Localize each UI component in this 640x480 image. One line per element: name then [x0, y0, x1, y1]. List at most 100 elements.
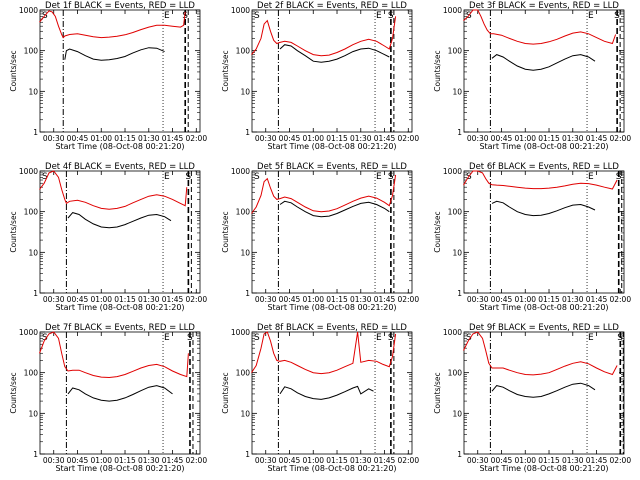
x-tick-label: 01:15 [326, 456, 348, 465]
x-tick-label: 01:45 [162, 295, 184, 304]
events-series-line [279, 385, 374, 400]
x-tick-label: 00:30 [43, 134, 65, 143]
panel-title: Det 5f BLACK = Events, RED = LLD [257, 162, 407, 172]
x-tick-label: 01:30 [350, 456, 372, 465]
x-tick-label: 00:45 [279, 295, 301, 304]
y-axis-label: Counts/sec [9, 211, 18, 252]
x-tick-label: 01:45 [374, 456, 396, 465]
x-tick-label: 00:30 [43, 456, 65, 465]
panel-3: Det 3f BLACK = Events, RED = LLD 1 10 100 10… [433, 1, 631, 151]
marker-label-1: S [254, 11, 260, 21]
lld-series-line [463, 170, 618, 190]
y-axis-label: Counts/sec [433, 211, 442, 252]
marker-label-2: E [376, 11, 382, 21]
panel-title: Det 3f BLACK = Events, RED = LLD [469, 1, 619, 11]
marker-label-2: E [164, 333, 170, 343]
plot-frame [39, 331, 201, 455]
x-tick-label: 01:00 [514, 295, 536, 304]
marker-label-3: S [617, 333, 623, 343]
marker-label-3: S [614, 11, 620, 21]
y-axis-label: Counts/sec [433, 50, 442, 91]
events-series-line [491, 200, 596, 217]
x-tick-label: 01:30 [562, 134, 584, 143]
x-tick-label: 01:00 [514, 134, 536, 143]
marker-label-2: E [164, 11, 170, 21]
y-axis-label: Counts/sec [9, 50, 18, 91]
lld-series-line [463, 331, 618, 376]
x-tick-label: 01:45 [374, 134, 396, 143]
x-axis-label: Start Time (08-Oct-08 00:21:20) [479, 464, 608, 473]
x-tick-label: 00:30 [255, 295, 277, 304]
x-tick-label: 01:00 [302, 134, 324, 143]
y-axis-label: Counts/sec [221, 211, 230, 252]
panel-4: Det 4f BLACK = Events, RED = LLD 1 10 100 10… [9, 162, 207, 312]
y-tick-label: 10 [452, 248, 462, 257]
marker-label-3: S [616, 172, 622, 182]
x-tick-label: 01:00 [302, 456, 324, 465]
plot-frame [251, 170, 413, 294]
marker-label-2: E [588, 333, 594, 343]
y-tick-label: 10 [240, 409, 250, 418]
y-tick-label: 100 [24, 208, 39, 217]
x-tick-label: 00:45 [67, 134, 89, 143]
events-series-line [491, 382, 596, 398]
x-tick-label: 01:00 [514, 456, 536, 465]
marker-label-1: S [42, 172, 48, 182]
x-tick-label: 00:30 [467, 295, 489, 304]
x-tick-label: 02:00 [609, 456, 631, 465]
plot-frame [463, 9, 625, 133]
x-tick-label: 01:15 [326, 295, 348, 304]
events-series-line [279, 44, 390, 63]
x-axis-label: Start Time (08-Oct-08 00:21:20) [267, 142, 396, 151]
events-series-line [279, 200, 390, 218]
marker-label-3: S [388, 172, 394, 182]
y-tick-label: 1 [33, 450, 38, 459]
y-axis-label: Counts/sec [433, 372, 442, 413]
y-tick-label: 1000 [443, 167, 462, 176]
y-tick-label: 100 [24, 369, 39, 378]
x-tick-label: 01:15 [326, 134, 348, 143]
x-tick-label: 01:45 [162, 456, 184, 465]
x-tick-label: 01:30 [138, 134, 160, 143]
marker-label-2: E [588, 11, 594, 21]
x-tick-label: 00:30 [467, 134, 489, 143]
x-tick-label: 01:45 [586, 295, 608, 304]
y-tick-label: 1 [245, 128, 250, 137]
x-tick-label: 02:00 [609, 134, 631, 143]
x-tick-label: 01:30 [138, 295, 160, 304]
x-tick-label: 01:15 [538, 295, 560, 304]
plot-frame [251, 9, 413, 133]
x-tick-label: 00:30 [255, 134, 277, 143]
panel-title: Det 1f BLACK = Events, RED = LLD [45, 1, 195, 11]
x-tick-label: 01:15 [114, 295, 136, 304]
x-tick-label: 01:45 [162, 134, 184, 143]
y-tick-label: 100 [236, 369, 251, 378]
lld-series-line [39, 10, 186, 39]
lld-series-line [39, 170, 188, 210]
x-axis-label: Start Time (08-Oct-08 00:21:20) [267, 303, 396, 312]
marker-label-1: S [466, 333, 472, 343]
marker-label-2: E [376, 333, 382, 343]
x-axis-label: Start Time (08-Oct-08 00:21:20) [55, 142, 184, 151]
lld-series-line [463, 9, 617, 45]
marker-label-2: E [376, 172, 382, 182]
x-tick-label: 00:45 [491, 295, 513, 304]
x-axis-label: Start Time (08-Oct-08 00:21:20) [479, 142, 608, 151]
lld-series-line [251, 174, 397, 214]
y-tick-label: 1 [457, 450, 462, 459]
x-axis-label: Start Time (08-Oct-08 00:21:20) [479, 303, 608, 312]
x-tick-label: 00:30 [43, 295, 65, 304]
events-series-line [67, 385, 173, 402]
y-axis-label: Counts/sec [221, 372, 230, 413]
events-series-line [67, 212, 172, 229]
y-tick-label: 100 [448, 208, 463, 217]
x-tick-label: 00:30 [255, 456, 277, 465]
y-tick-label: 1000 [231, 6, 250, 15]
panels: Det 1f BLACK = Events, RED = LLD11010010… [9, 1, 631, 473]
panel-title: Det 9f BLACK = Events, RED = LLD [469, 323, 619, 333]
lld-series-line [251, 16, 397, 57]
panel-title: Det 8f BLACK = Events, RED = LLD [257, 323, 407, 333]
lld-series-line [39, 331, 189, 379]
x-tick-label: 02:00 [185, 134, 207, 143]
